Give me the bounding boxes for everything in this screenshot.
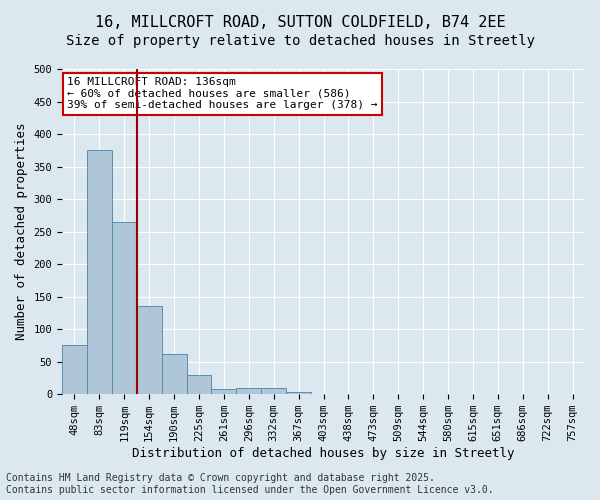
Bar [87, 150, 112, 394]
Bar [187, 374, 211, 394]
Text: 16 MILLCROFT ROAD: 136sqm
← 60% of detached houses are smaller (586)
39% of semi: 16 MILLCROFT ROAD: 136sqm ← 60% of detac… [67, 77, 378, 110]
Bar [261, 388, 286, 394]
Text: 16, MILLCROFT ROAD, SUTTON COLDFIELD, B74 2EE: 16, MILLCROFT ROAD, SUTTON COLDFIELD, B7… [95, 15, 505, 30]
Bar [161, 354, 187, 394]
Y-axis label: Number of detached properties: Number of detached properties [15, 123, 28, 340]
Bar [211, 389, 236, 394]
Bar [286, 392, 311, 394]
Bar [236, 388, 261, 394]
Text: Size of property relative to detached houses in Streetly: Size of property relative to detached ho… [65, 34, 535, 48]
Bar [112, 222, 137, 394]
X-axis label: Distribution of detached houses by size in Streetly: Distribution of detached houses by size … [132, 447, 515, 460]
Bar [62, 346, 87, 394]
Bar [137, 306, 161, 394]
Text: Contains HM Land Registry data © Crown copyright and database right 2025.
Contai: Contains HM Land Registry data © Crown c… [6, 474, 494, 495]
